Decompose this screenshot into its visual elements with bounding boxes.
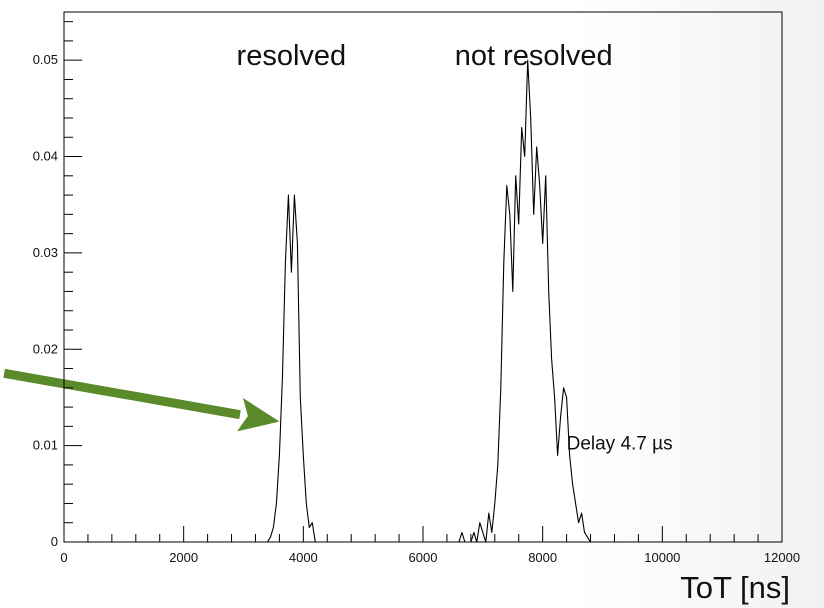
y-tick-label: 0.03 (33, 245, 58, 260)
y-tick-label: 0.05 (33, 52, 58, 67)
axis-ticks (63, 21, 783, 543)
y-tick-label: 0.01 (33, 438, 58, 453)
tick-labels: 0 2000 4000 6000 8000 10000 12000 0 0.01 0.02 0.03… (33, 52, 800, 565)
annotation-label: not resolved (455, 40, 613, 72)
x-tick-label: 4000 (289, 550, 318, 565)
series-line (266, 194, 316, 543)
x-tick-label: 6000 (409, 550, 438, 565)
x-tick-label: 0 (60, 550, 67, 565)
y-tick-label: 0.02 (33, 341, 58, 356)
x-tick-label: 8000 (528, 550, 557, 565)
arrow-layer (3, 368, 280, 432)
x-tick-label: 12000 (764, 550, 800, 565)
arrow-shaft (3, 368, 241, 420)
x-tick-label: 10000 (644, 550, 680, 565)
annotation-label: Delay 4.7 µs (567, 433, 673, 454)
y-tick-label: 0 (51, 534, 58, 549)
arrow-head (237, 397, 280, 432)
series-layer (266, 59, 591, 543)
plot-border (63, 11, 783, 543)
plot-frame (63, 11, 783, 543)
annotations: resolved not resolved Delay 4.7 µs (237, 40, 673, 454)
annotation-label: resolved (237, 40, 347, 72)
series-line (458, 59, 591, 543)
y-tick-label: 0.04 (33, 149, 58, 164)
x-tick-label: 2000 (169, 550, 198, 565)
x-axis-label: ToT [ns] (680, 570, 790, 605)
